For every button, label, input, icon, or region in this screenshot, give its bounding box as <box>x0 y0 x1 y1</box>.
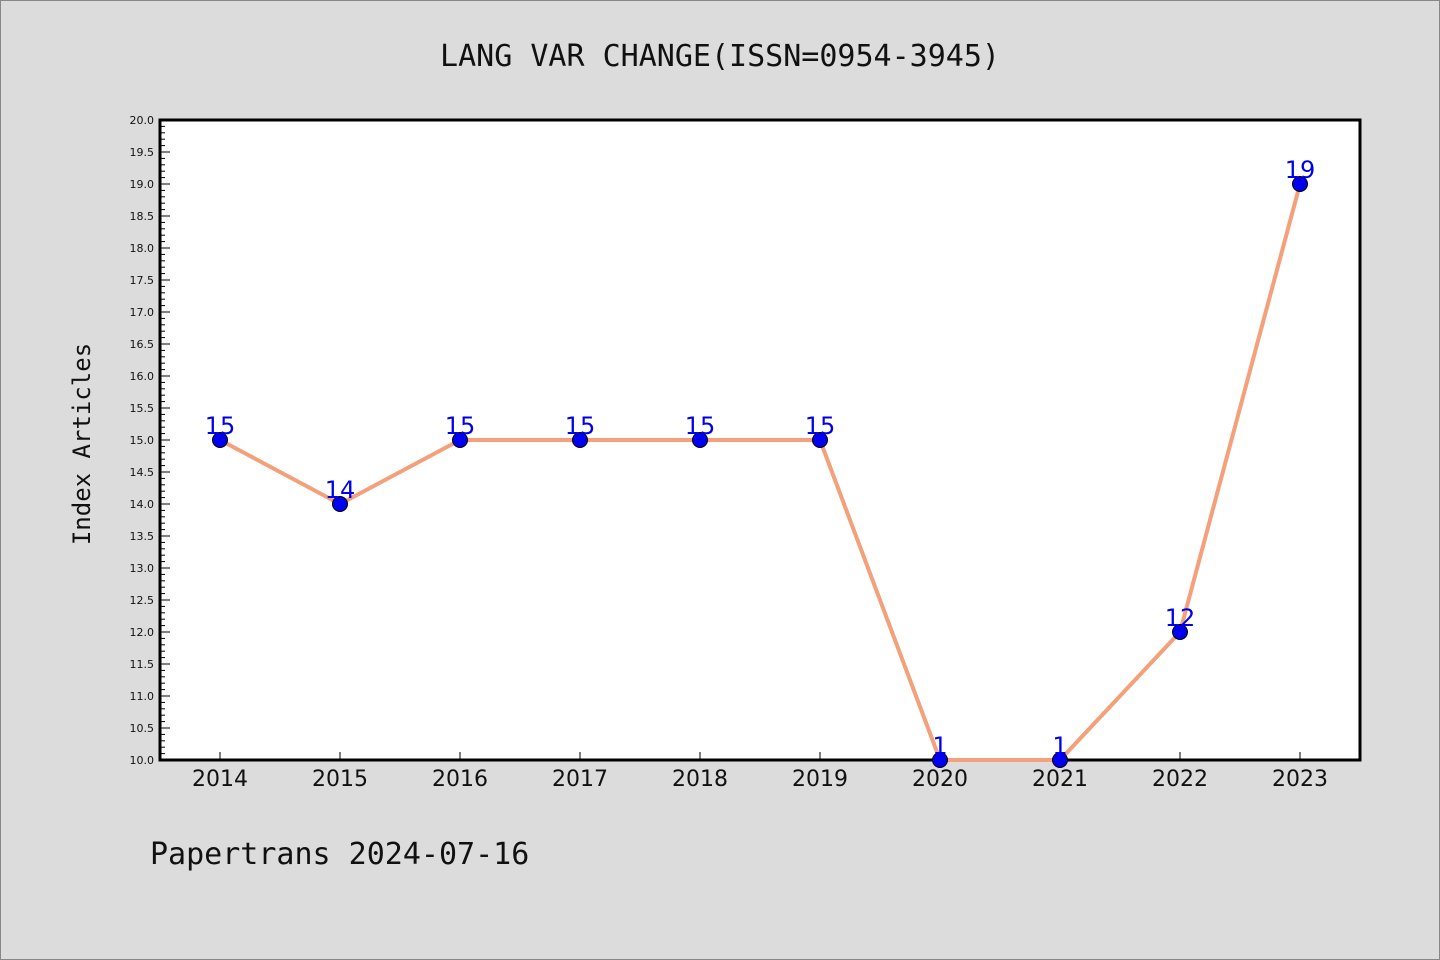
data-label: 15 <box>685 412 716 440</box>
data-label: 15 <box>445 412 476 440</box>
y-tick-label: 10.5 <box>130 722 155 735</box>
data-point <box>212 432 228 448</box>
y-tick-label: 18.0 <box>130 242 155 255</box>
data-point <box>932 752 948 768</box>
data-point <box>332 496 348 512</box>
data-label: 15 <box>205 412 236 440</box>
x-tick-label: 2020 <box>912 767 968 792</box>
y-tick-label: 14.0 <box>130 498 155 511</box>
y-tick-label: 17.5 <box>130 274 155 287</box>
data-label: 14 <box>325 476 356 504</box>
y-tick-label: 15.0 <box>130 434 155 447</box>
x-tick-label: 2016 <box>432 767 488 792</box>
data-label: 19 <box>1285 156 1316 184</box>
y-tick-label: 16.5 <box>130 338 155 351</box>
chart-title: LANG VAR CHANGE(ISSN=0954-3945) <box>440 39 1000 74</box>
data-point <box>1292 176 1308 192</box>
data-label: 15 <box>565 412 596 440</box>
y-tick-label: 20.0 <box>130 114 155 127</box>
y-tick-label: 14.5 <box>130 466 155 479</box>
x-tick-label: 2021 <box>1032 767 1088 792</box>
series-polyline <box>219 183 1302 762</box>
y-axis-label: Index Articles <box>68 343 96 545</box>
y-tick-label: 11.0 <box>130 690 155 703</box>
footer-text: Papertrans 2024-07-16 <box>150 837 529 872</box>
y-tick-label: 17.0 <box>130 306 155 319</box>
data-point <box>812 432 828 448</box>
y-tick-label: 19.5 <box>130 146 155 159</box>
y-tick-label: 19.0 <box>130 178 155 191</box>
x-tick-label: 2014 <box>192 767 248 792</box>
series-line: 15 14 15 15 15 15 1 1 12 19 <box>205 156 1316 768</box>
y-tick-label: 13.0 <box>130 562 155 575</box>
x-tick-label: 2015 <box>312 767 368 792</box>
data-label: 1 <box>1052 732 1067 760</box>
y-tick-label: 16.0 <box>130 370 155 383</box>
y-tick-label: 12.0 <box>130 626 155 639</box>
x-tick-label: 2017 <box>552 767 608 792</box>
y-tick-label: 11.5 <box>130 658 155 671</box>
data-label: 1 <box>932 732 947 760</box>
x-tick-label: 2019 <box>792 767 848 792</box>
data-label: 15 <box>805 412 836 440</box>
x-tick-label: 2018 <box>672 767 728 792</box>
data-point <box>1172 624 1188 640</box>
y-tick-label: 15.5 <box>130 402 155 415</box>
data-point <box>452 432 468 448</box>
data-point <box>692 432 708 448</box>
x-axis: 2014 2015 2016 2017 2018 2019 2020 2021 2022 2023 <box>192 752 1328 792</box>
y-tick-label: 12.5 <box>130 594 155 607</box>
y-tick-label: 18.5 <box>130 210 155 223</box>
x-tick-label: 2022 <box>1152 767 1208 792</box>
y-tick-label: 13.5 <box>130 530 155 543</box>
x-tick-label: 2023 <box>1272 767 1328 792</box>
y-axis: 10.0 10.5 11.0 11.5 12.0 12.5 13.0 13.5 14.0 14.5… <box>130 114 170 767</box>
data-point <box>1052 752 1068 768</box>
data-point <box>572 432 588 448</box>
data-label: 12 <box>1165 604 1196 632</box>
y-tick-label: 10.0 <box>130 754 155 767</box>
